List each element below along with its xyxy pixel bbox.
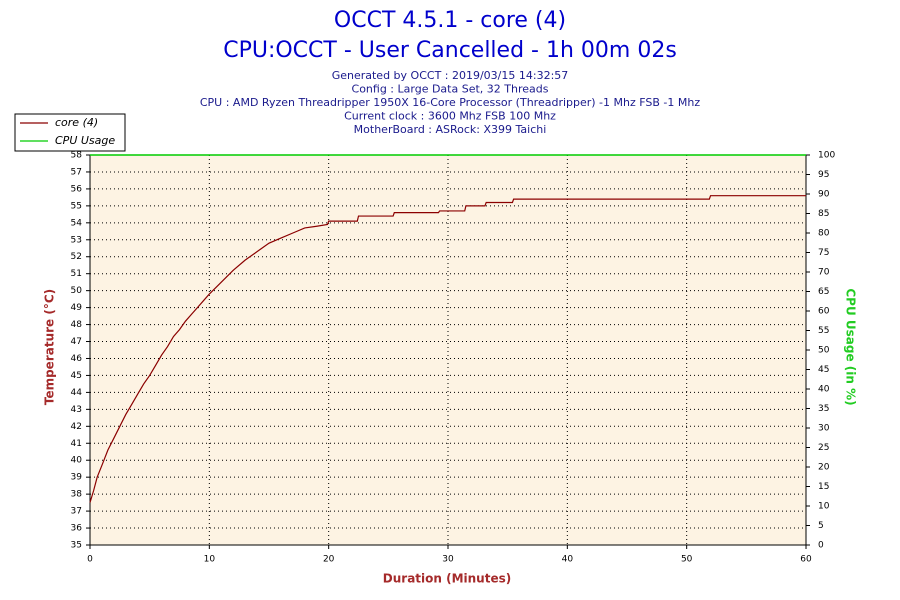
info-line: MotherBoard : ASRock: X399 Taichi: [354, 123, 547, 136]
y-tick-label: 54: [71, 218, 83, 228]
legend-label: core (4): [55, 116, 98, 129]
y2-tick-label: 90: [818, 190, 830, 200]
y-tick-label: 42: [71, 422, 82, 432]
y2-tick-label: 10: [818, 502, 830, 512]
x-tick-label: 20: [323, 555, 335, 565]
x-tick-label: 40: [562, 555, 574, 565]
y-tick-label: 36: [71, 524, 83, 534]
legend-label: CPU Usage: [55, 134, 115, 147]
y2-tick-label: 45: [818, 365, 829, 375]
y-tick-label: 45: [71, 371, 82, 381]
y-tick-label: 53: [71, 235, 82, 245]
x-tick-label: 50: [681, 555, 693, 565]
chart-title: OCCT 4.5.1 - core (4): [334, 8, 566, 33]
y2-tick-label: 80: [818, 229, 830, 239]
y-tick-label: 38: [71, 490, 83, 500]
y-tick-label: 39: [71, 473, 83, 483]
y2-tick-label: 85: [818, 209, 829, 219]
y-tick-label: 58: [71, 151, 83, 161]
y2-tick-label: 100: [818, 151, 835, 161]
y-tick-label: 41: [71, 439, 82, 449]
y-tick-label: 52: [71, 252, 82, 262]
y-tick-label: 50: [71, 286, 83, 296]
y2-tick-label: 60: [818, 307, 830, 317]
y-tick-label: 51: [71, 269, 82, 279]
y2-tick-label: 65: [818, 287, 829, 297]
y-tick-label: 35: [71, 541, 82, 551]
y-tick-label: 55: [71, 201, 82, 211]
y-tick-label: 44: [71, 388, 83, 398]
y2-tick-label: 0: [818, 541, 824, 551]
y-tick-label: 48: [71, 320, 83, 330]
y2-tick-label: 25: [818, 443, 829, 453]
y-tick-label: 43: [71, 405, 82, 415]
y2-tick-label: 5: [818, 521, 824, 531]
y2-axis-label: CPU Usage (in %): [844, 288, 858, 405]
x-tick-label: 60: [800, 555, 812, 565]
info-line: Current clock : 3600 Mhz FSB 100 Mhz: [344, 110, 556, 123]
y-tick-label: 57: [71, 167, 82, 177]
plot-area: [89, 154, 807, 546]
y2-tick-label: 15: [818, 482, 829, 492]
y-axis-label: Temperature (°C): [43, 289, 57, 405]
y2-tick-label: 20: [818, 463, 830, 473]
y2-tick-label: 95: [818, 170, 829, 180]
info-line: Config : Large Data Set, 32 Threads: [352, 83, 549, 96]
y-tick-label: 49: [71, 303, 83, 313]
legend-box: [14, 113, 126, 152]
x-tick-label: 0: [87, 555, 93, 565]
x-tick-label: 30: [442, 555, 454, 565]
x-tick-label: 10: [204, 555, 216, 565]
x-axis-label: Duration (Minutes): [383, 572, 511, 586]
y2-tick-label: 50: [818, 346, 830, 356]
y2-tick-label: 70: [818, 268, 830, 278]
y-tick-label: 40: [71, 456, 83, 466]
series-line: [89, 195, 806, 503]
y-tick-label: 56: [71, 184, 83, 194]
y2-tick-label: 35: [818, 404, 829, 414]
y-tick-label: 46: [71, 354, 83, 364]
y2-tick-label: 40: [818, 385, 830, 395]
y2-tick-label: 55: [818, 326, 829, 336]
y2-tick-label: 75: [818, 248, 829, 258]
info-line: Generated by OCCT : 2019/03/15 14:32:57: [332, 69, 569, 82]
chart-subtitle: CPU:OCCT - User Cancelled - 1h 00m 02s: [223, 38, 677, 63]
y2-tick-label: 30: [818, 424, 830, 434]
info-line: CPU : AMD Ryzen Threadripper 1950X 16-Co…: [200, 96, 700, 109]
y-tick-label: 47: [71, 337, 82, 347]
y-tick-label: 37: [71, 507, 82, 517]
